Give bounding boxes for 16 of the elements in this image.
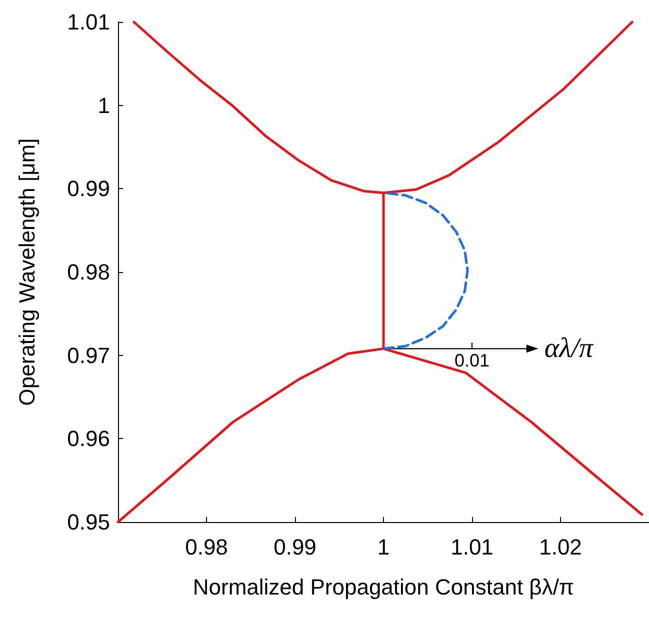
y-tick-label: 0.95	[67, 510, 110, 534]
y-tick-label: 0.98	[67, 260, 110, 284]
annotation: αλ/π	[544, 333, 594, 364]
y-tick-label: 1.01	[67, 10, 110, 34]
y-tick-label: 0.97	[67, 342, 110, 368]
x-tick-label: 1.02	[539, 534, 582, 560]
x-axis-title: Normalized Propagation Constant βλ/π	[192, 574, 574, 600]
y-tick-label: 0.99	[67, 176, 110, 202]
x-tick-label: 1	[377, 534, 390, 560]
x-tick-label: 0.99	[274, 534, 316, 560]
annotation: 0.01	[454, 350, 490, 371]
y-axis-title: Operating Wavelength [μm]	[14, 138, 40, 406]
x-tick-label: 0.98	[185, 534, 228, 560]
x-tick-label: 1.01	[450, 534, 494, 560]
y-tick-label: 0.96	[67, 426, 110, 452]
y-tick-label: 1	[98, 92, 110, 118]
